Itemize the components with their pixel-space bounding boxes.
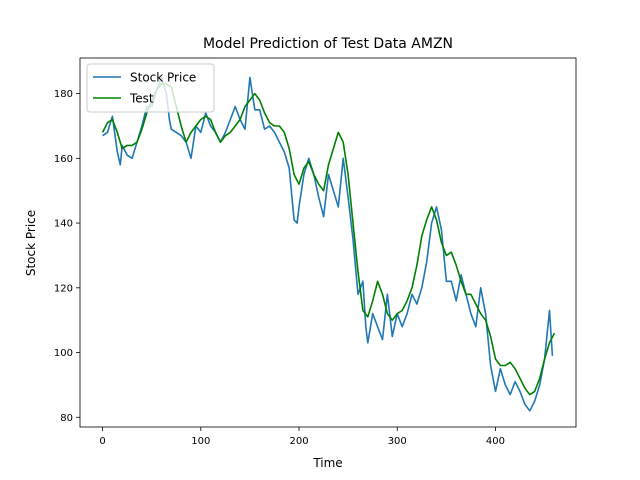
plot-frame (79, 57, 577, 428)
y-tick-label-1: 100 (54, 348, 73, 359)
axes: 0 100 200 300 400 80 100 120 140 160 180 (54, 57, 577, 447)
chart-title: Model Prediction of Test Data AMZN (203, 36, 453, 52)
series-line-0 (102, 76, 554, 412)
x-tick-label-2: 200 (289, 436, 308, 447)
y-tick-label-2: 120 (54, 283, 73, 294)
legend-box (86, 63, 215, 113)
y-axis-title: Stock Price (24, 210, 38, 276)
x-tick-label-0: 0 (99, 436, 105, 447)
y-tick-label-5: 180 (54, 89, 73, 100)
x-tick-label-1: 100 (191, 436, 210, 447)
y-tick-label-4: 160 (54, 154, 73, 165)
x-tick-label-4: 400 (486, 436, 505, 447)
legend-label-0: Stock Price (130, 71, 196, 85)
x-tick-label-3: 300 (388, 436, 407, 447)
y-tick-label-3: 140 (54, 219, 73, 230)
legend: Stock Price Test (86, 63, 215, 113)
legend-label-1: Test (129, 92, 154, 106)
y-tick-label-0: 80 (60, 413, 73, 424)
x-axis-title: Time (312, 456, 342, 470)
series-line-1 (101, 83, 556, 396)
plot-area (101, 76, 556, 412)
